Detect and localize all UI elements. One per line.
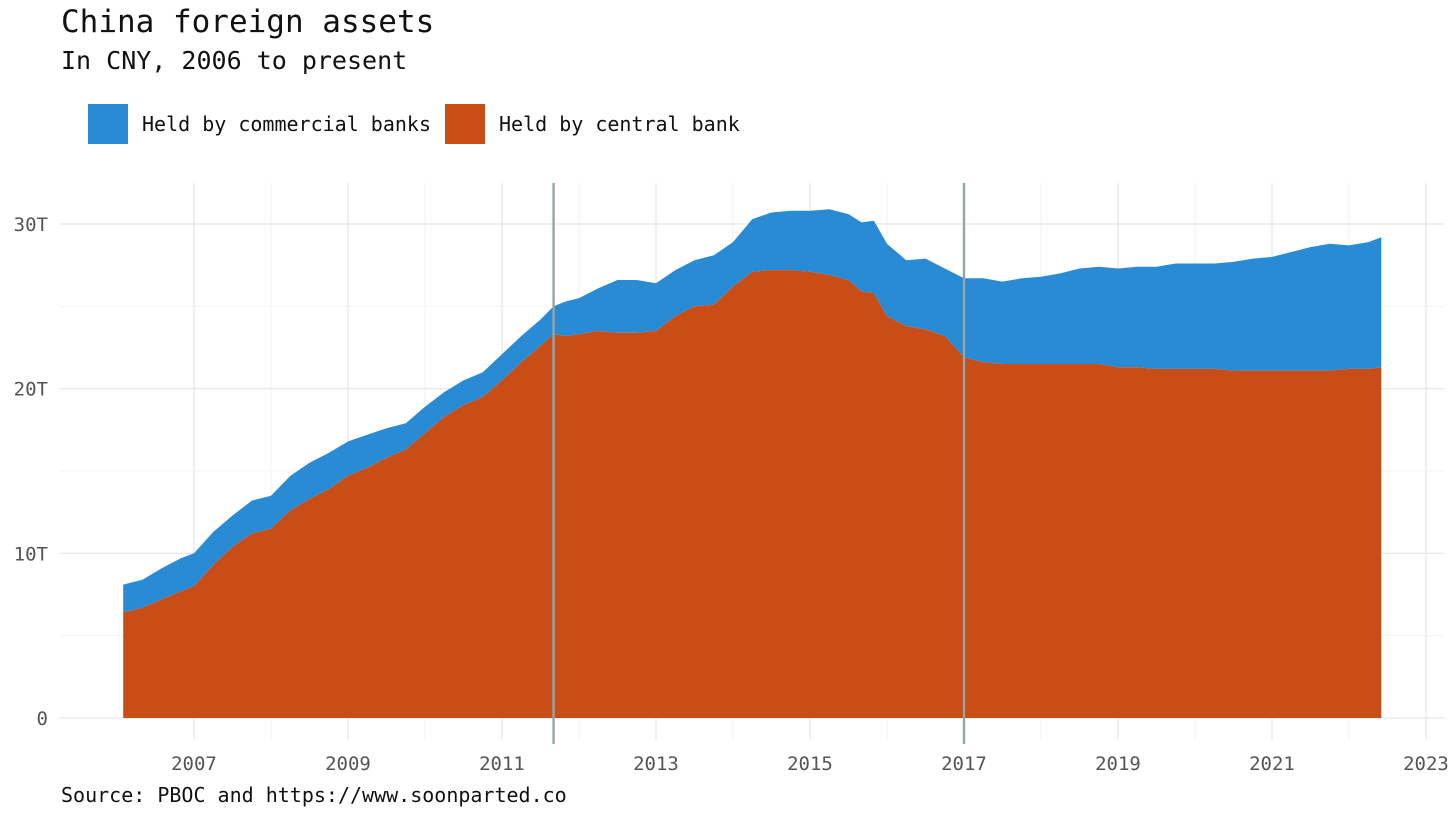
legend-label-commercial-banks: Held by commercial banks [142,111,431,136]
legend-swatch-central-bank [444,103,485,144]
y-tick-label: 10T [14,543,48,565]
x-tick-label: 2015 [787,753,833,775]
areas [123,209,1382,718]
reference-lines [552,183,966,744]
legend-item-commercial-banks: Held by commercial banks [88,103,431,144]
x-axis: 2007 2009 2011 2013 2015 2017 2019 2021 2023 [171,753,1449,775]
y-axis: 0 10T 20T 30T [14,214,48,730]
legend: Held by commercial banks Held by central… [88,103,754,144]
x-tick-label: 2021 [1249,753,1295,775]
legend-item-central-bank: Held by central bank [444,103,740,144]
source-note: Source: PBOC and https://www.soonparted.… [61,783,567,807]
area-central-bank [123,270,1382,718]
x-tick-label: 2019 [1095,753,1141,775]
y-tick-label: 20T [14,379,48,401]
legend-swatch-commercial-banks [88,103,128,144]
area-commercial-banks [123,209,1382,613]
x-tick-label: 2017 [941,753,987,775]
y-tick-label: 30T [14,214,48,236]
x-tick-label: 2023 [1403,753,1449,775]
legend-label-central-bank: Held by central bank [498,111,740,136]
chart-title: China foreign assets [61,4,435,40]
chart-subtitle: In CNY, 2006 to present [61,46,408,75]
y-tick-label: 0 [37,708,48,730]
x-tick-label: 2009 [325,753,371,775]
x-tick-label: 2007 [171,753,217,775]
x-tick-label: 2011 [479,753,525,775]
x-tick-label: 2013 [633,753,679,775]
